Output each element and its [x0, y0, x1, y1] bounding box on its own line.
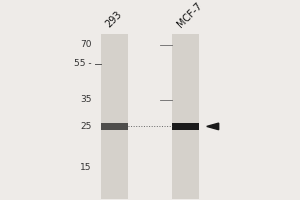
Text: 55 -: 55 -	[74, 59, 92, 68]
Bar	[101, 123, 128, 130]
Text: 25: 25	[80, 122, 92, 131]
Text: 70: 70	[80, 40, 92, 49]
Bar	[101, 34, 128, 199]
Text: 293: 293	[104, 9, 124, 29]
Text: 35: 35	[80, 95, 92, 104]
Bar	[172, 34, 199, 199]
Bar	[172, 123, 199, 130]
Text: 15: 15	[80, 163, 92, 172]
Text: MCF-7: MCF-7	[176, 0, 204, 29]
Polygon shape	[207, 123, 219, 130]
